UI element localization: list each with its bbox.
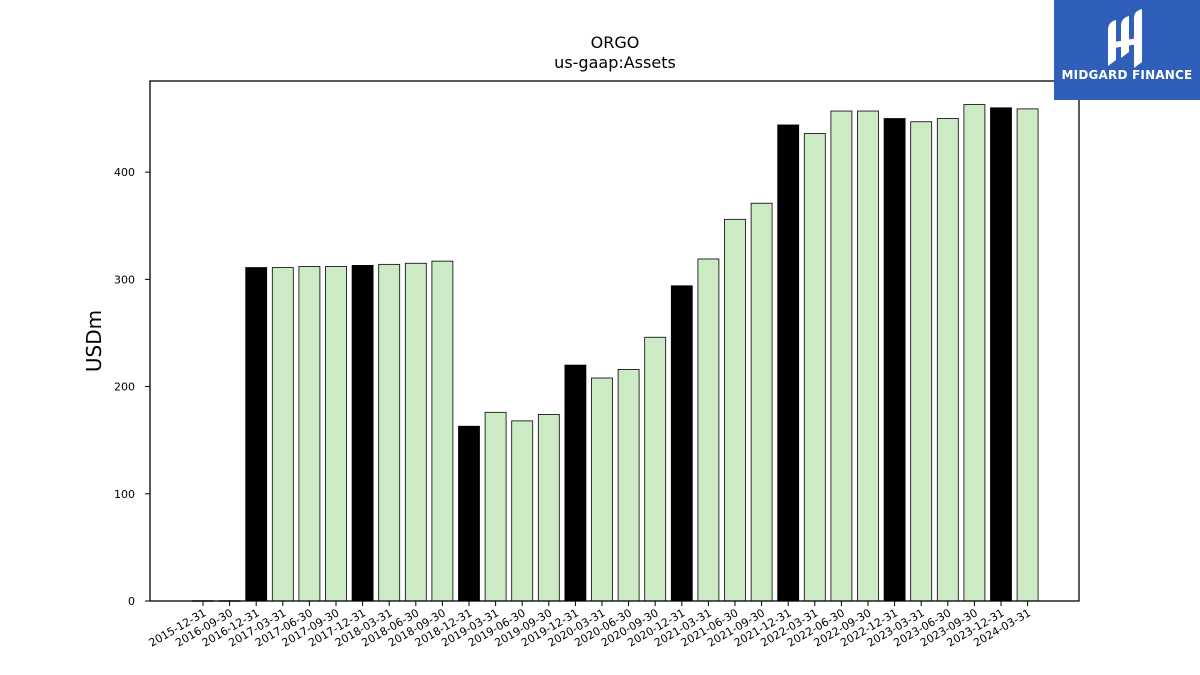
x-axis-ticks: 2015-12-312016-09-302016-12-312017-03-31… bbox=[147, 601, 1033, 650]
chart-subtitle: us-gaap:Assets bbox=[554, 53, 676, 72]
bar-2022-06-30 bbox=[830, 110, 853, 602]
chart-title: ORGO bbox=[591, 33, 640, 52]
bar-2024-03-31 bbox=[1016, 108, 1039, 602]
plot-frame bbox=[149, 80, 1080, 602]
bar-2020-03-31 bbox=[591, 377, 613, 602]
bar-2019-06-30 bbox=[511, 420, 534, 602]
bar-2021-09-30 bbox=[750, 202, 773, 602]
bar-2022-12-31 bbox=[883, 118, 906, 602]
bar-2020-09-30 bbox=[644, 336, 667, 602]
bar-2022-03-31 bbox=[803, 133, 826, 602]
y-tick-label: 100 bbox=[114, 488, 135, 501]
bar-2021-03-31 bbox=[697, 258, 720, 602]
midgard-logo: MIDGARD FINANCE bbox=[1054, 0, 1200, 100]
y-tick-label: 400 bbox=[114, 166, 135, 179]
y-tick-label: 300 bbox=[114, 273, 135, 286]
bars-group bbox=[192, 104, 1039, 602]
bar-2017-12-31 bbox=[351, 265, 374, 602]
bar-2023-09-30 bbox=[963, 104, 986, 602]
bar-2018-12-31 bbox=[458, 425, 480, 602]
bar-2021-12-31 bbox=[777, 124, 800, 602]
bar-2021-06-30 bbox=[724, 218, 746, 602]
bar-2023-12-31 bbox=[990, 107, 1012, 602]
bar-2022-09-30 bbox=[857, 110, 879, 602]
logo-text: MIDGARD FINANCE bbox=[1061, 68, 1193, 82]
midgard-logo-icon bbox=[1108, 9, 1142, 68]
y-axis-ticks: 0 100 200 300 400 bbox=[114, 166, 150, 608]
y-tick-label: 200 bbox=[114, 381, 135, 394]
bar-2018-09-30 bbox=[431, 260, 454, 602]
bar-2017-09-30 bbox=[325, 266, 347, 602]
bar-2018-03-31 bbox=[378, 263, 401, 602]
bar-2023-03-31 bbox=[910, 121, 933, 602]
bar-2019-03-31 bbox=[484, 411, 507, 602]
bar-2017-03-31 bbox=[271, 267, 294, 602]
y-tick-label: 0 bbox=[128, 595, 135, 608]
bar-2018-06-30 bbox=[404, 262, 427, 602]
bar-2019-12-31 bbox=[564, 364, 587, 602]
bar-2017-06-30 bbox=[298, 266, 321, 602]
bar-2020-12-31 bbox=[670, 285, 693, 602]
bar-2023-06-30 bbox=[936, 118, 959, 602]
y-axis-label: USDm bbox=[82, 310, 106, 372]
bar-2019-09-30 bbox=[537, 414, 560, 602]
bar-2020-06-30 bbox=[617, 369, 640, 602]
bar-2016-12-31 bbox=[245, 267, 268, 602]
